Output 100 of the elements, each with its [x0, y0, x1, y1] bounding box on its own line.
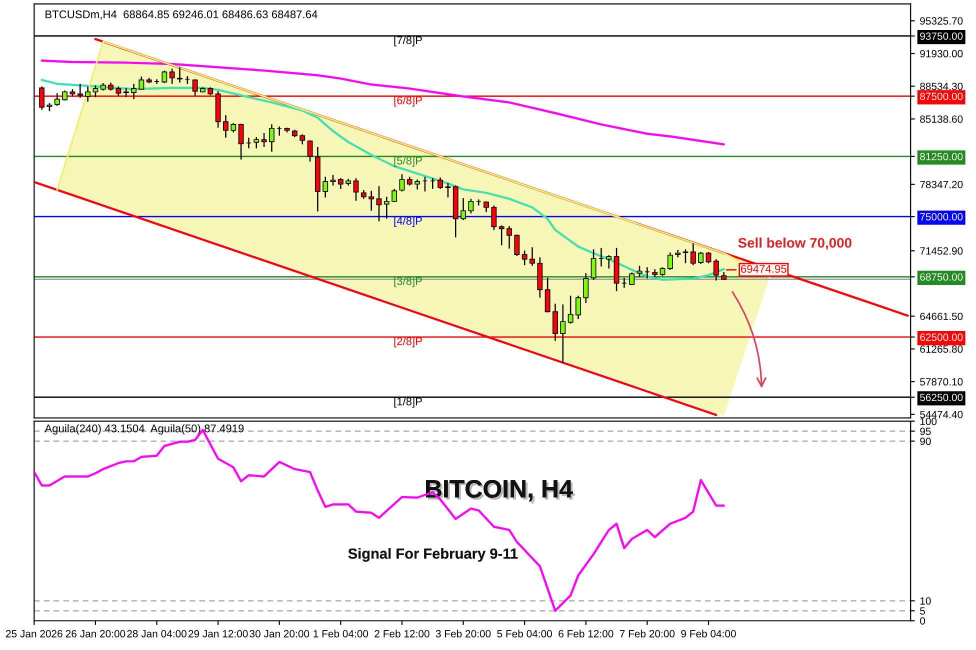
candlestick [530, 246, 535, 266]
candlestick [276, 126, 282, 136]
candlestick [338, 178, 344, 190]
candlestick [491, 204, 497, 231]
candlestick [177, 66, 182, 84]
y-tick-label: 61265.80 [920, 345, 963, 353]
y-tick-label: 54474.40 [920, 410, 963, 418]
y-tick-label: 95 [920, 428, 931, 436]
candlestick [261, 132, 267, 148]
y-tick-label: 93750.00 [920, 32, 963, 40]
candlestick [514, 234, 520, 257]
candlestick [544, 277, 550, 313]
candlestick [307, 140, 313, 162]
x-tick-label: 2 Feb 12:00 [374, 630, 430, 638]
candlestick [598, 247, 604, 268]
candlestick [230, 122, 236, 134]
candlestick [498, 224, 504, 246]
candlestick [713, 258, 719, 282]
y-tick-label: 78347.20 [920, 180, 963, 188]
y-tick-label: 62500.00 [920, 334, 963, 341]
y-tick-label: 91930.00 [920, 50, 963, 58]
y-tick-label: 100 [920, 418, 937, 426]
candlestick [576, 295, 581, 320]
candlestick [621, 277, 627, 288]
candlestick [162, 70, 168, 84]
candlestick [414, 178, 420, 190]
candlestick [353, 178, 359, 202]
candlestick [268, 124, 274, 152]
candlestick [698, 251, 704, 265]
candlestick [154, 78, 160, 84]
candlestick [706, 251, 712, 264]
ref-line-label: [1/8]P [394, 397, 422, 408]
ref-line-label: [6/8]P [394, 96, 422, 107]
y-tick-label: 56250.00 [920, 394, 963, 402]
x-tick-label: 29 Jan 12:00 [188, 630, 248, 638]
y-tick-label: 88534.30 [920, 82, 963, 90]
candlestick [682, 248, 688, 264]
x-tick-label: 1 Feb 04:00 [314, 630, 368, 638]
candlestick [223, 114, 228, 138]
candlestick [430, 178, 436, 190]
candlestick [376, 186, 382, 222]
candlestick [169, 68, 175, 84]
chart-title: Aguila(240) 43.1504 Aguila(50) 87.4919 [44, 424, 244, 435]
candlestick [667, 252, 673, 271]
line-series [40, 60, 725, 146]
candlestick [138, 76, 144, 90]
ref-line-label: [7/8]P [394, 36, 422, 46]
annotation: 69474.95 [741, 264, 786, 273]
candlestick [246, 137, 252, 149]
y-tick-label: 71452.90 [920, 247, 963, 255]
candlestick [368, 190, 374, 212]
y-tick-label: 57870.10 [920, 378, 963, 386]
candlestick [392, 188, 398, 203]
y-tick-label: 0 [920, 617, 926, 625]
annotation: BITCOIN, H4 [426, 480, 575, 504]
candlestick [606, 254, 612, 270]
x-tick-label: 6 Feb 12:00 [558, 630, 614, 638]
x-tick-label: 7 Feb 20:00 [620, 630, 675, 638]
candlestick [583, 272, 589, 304]
y-tick-label: 5 [920, 607, 925, 615]
y-tick-label: 75000.00 [920, 213, 963, 220]
candlestick [644, 266, 650, 280]
candlestick [54, 92, 60, 106]
candlestick [468, 198, 474, 214]
candlestick [636, 265, 642, 278]
y-tick-label: 85138.60 [920, 115, 963, 123]
chart-title: BTCUSDm,H4 68864.85 69246.01 68486.63 68487.64 [46, 10, 318, 20]
candlestick [506, 225, 512, 250]
candlestick [445, 182, 451, 198]
candlestick [460, 197, 466, 221]
ref-line-label: [2/8]P [394, 337, 422, 348]
candlestick [560, 304, 566, 364]
candlestick [568, 295, 574, 324]
y-tick-label: 90 [920, 438, 931, 446]
candlestick [399, 174, 405, 192]
candlestick [384, 196, 390, 220]
y-tick-label: 10 [920, 597, 931, 605]
x-tick-label: 28 Jan 04:00 [127, 630, 186, 638]
candlestick [590, 248, 596, 280]
x-tick-label: 25 Jan 2026 [6, 630, 62, 638]
ref-line-label: [4/8]P [394, 216, 422, 227]
x-tick-label: 9 Feb 04:00 [681, 630, 736, 638]
x-tick-label: 30 Jan 20:00 [250, 630, 310, 638]
candlestick [690, 242, 696, 266]
candlestick [85, 86, 91, 102]
candlestick [238, 123, 244, 160]
candlestick [254, 136, 260, 149]
candlestick [131, 83, 136, 100]
x-tick-label: 26 Jan 20:00 [66, 630, 126, 638]
candlestick [92, 84, 98, 98]
y-tick-label: 64661.50 [920, 312, 963, 320]
y-tick-label: 87500.00 [920, 92, 963, 100]
annotation: Sell below 70,000 [738, 238, 852, 250]
candlestick [438, 176, 444, 190]
y-tick-label: 81250.00 [920, 152, 963, 160]
candlestick [300, 134, 306, 145]
candlestick [522, 250, 528, 266]
candlestick [629, 272, 635, 286]
y-tick-label: 95325.70 [920, 17, 963, 25]
x-tick-label: 3 Feb 20:00 [436, 630, 491, 638]
